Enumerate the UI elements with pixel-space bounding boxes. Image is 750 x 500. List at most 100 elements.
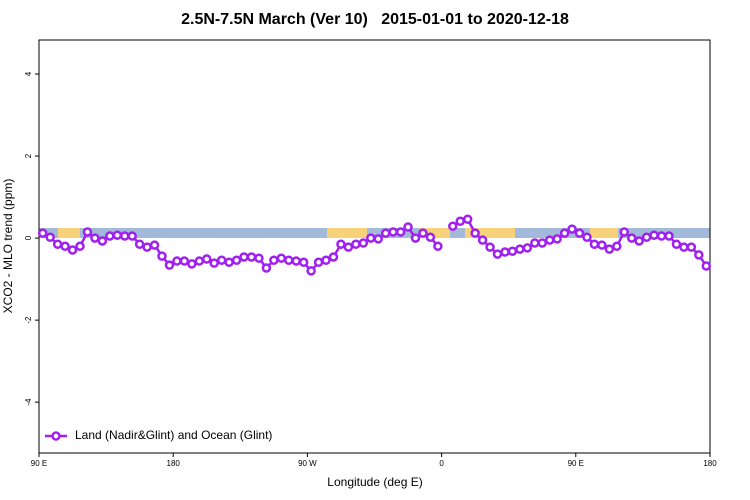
data-point <box>187 259 197 269</box>
data-point <box>119 231 130 241</box>
y-axis-label: XCO2 - MLO trend (ppm) <box>1 179 15 314</box>
data-point <box>686 242 697 252</box>
land-strip <box>327 228 367 238</box>
data-point <box>179 256 190 266</box>
data-point <box>530 238 540 248</box>
data-point <box>276 253 287 263</box>
data-point <box>604 244 615 254</box>
data-point <box>269 255 279 265</box>
data-point <box>306 266 316 276</box>
y-tick-label: 4 <box>24 71 33 76</box>
data-point <box>582 232 592 243</box>
data-point <box>567 224 577 234</box>
data-point <box>224 257 234 268</box>
data-point <box>641 232 652 243</box>
y-tick-label: 0 <box>24 235 33 240</box>
data-point <box>343 242 354 252</box>
x-tick-label: 90 W <box>298 459 317 468</box>
data-point <box>366 233 376 243</box>
data-point <box>433 241 443 252</box>
data-point <box>507 246 518 256</box>
data-point <box>455 216 465 227</box>
data-point <box>537 238 547 248</box>
data-point <box>649 230 659 240</box>
data-point <box>634 236 644 246</box>
data-point <box>134 239 145 249</box>
data-point <box>373 234 383 244</box>
chart-title: 2.5N-7.5N March (Ver 10) 2015-01-01 to 2… <box>181 11 569 28</box>
data-point <box>328 252 339 262</box>
data-point <box>694 250 704 260</box>
data-point <box>157 251 167 261</box>
x-tick-label: 90 E <box>568 459 584 468</box>
data-point <box>612 241 622 252</box>
data-point <box>82 227 93 237</box>
data-point <box>52 239 63 249</box>
data-point <box>425 232 436 243</box>
data-point <box>351 239 361 249</box>
data-point <box>313 257 324 268</box>
legend-label: Land (Nadir&Glint) and Ocean (Glint) <box>75 428 272 442</box>
data-point <box>284 255 294 265</box>
data-point <box>216 255 227 265</box>
data-point <box>470 228 480 238</box>
data-point <box>321 255 331 265</box>
land-strip <box>420 228 450 238</box>
data-point <box>403 222 413 232</box>
data-point <box>679 242 689 252</box>
data-point <box>254 253 264 263</box>
data-point <box>298 257 309 268</box>
data-point <box>97 236 108 246</box>
data-point <box>492 249 503 259</box>
x-tick-label: 180 <box>167 459 181 468</box>
data-point <box>418 228 428 238</box>
x-axis-label: Longitude (deg E) <box>327 475 422 489</box>
data-point <box>142 242 152 252</box>
data-point <box>448 221 458 231</box>
data-point <box>90 233 100 243</box>
legend: Land (Nadir&Glint) and Ocean (Glint) <box>45 428 272 442</box>
data-point <box>149 240 160 250</box>
land-strip <box>590 228 618 238</box>
data-point <box>559 228 570 238</box>
data-point <box>656 231 667 241</box>
data-point <box>336 239 346 249</box>
data-point <box>701 261 712 271</box>
legend-marker <box>51 431 61 441</box>
data-point <box>589 239 600 249</box>
data-point <box>246 252 257 262</box>
data-point <box>574 228 585 238</box>
data-point <box>291 256 301 266</box>
data-point <box>261 263 272 273</box>
data-point <box>477 235 488 245</box>
data-point <box>626 233 637 243</box>
data-point <box>485 242 495 252</box>
data-point <box>552 234 562 244</box>
data-point <box>112 230 123 240</box>
y-tick-label: -2 <box>24 316 33 324</box>
data-point <box>231 255 242 265</box>
x-tick-label: 180 <box>703 459 717 468</box>
data-point <box>127 231 137 241</box>
data-point <box>37 228 48 238</box>
data-point <box>388 227 398 237</box>
data-point <box>597 240 607 250</box>
x-tick-label: 0 <box>439 459 444 468</box>
data-point <box>75 241 85 252</box>
y-tick-label: -4 <box>24 398 33 406</box>
data-point <box>194 256 205 266</box>
x-tick-label: 90 E <box>31 459 47 468</box>
land-strip <box>465 228 515 238</box>
data-point <box>67 245 78 255</box>
data-point <box>380 228 391 238</box>
data-point <box>664 231 674 241</box>
data-point <box>462 214 473 224</box>
data-point <box>202 254 212 264</box>
data-point <box>544 235 555 245</box>
data-point <box>395 227 406 237</box>
data-point <box>239 252 249 262</box>
data-point <box>500 247 510 257</box>
data-point <box>619 227 630 237</box>
data-point <box>105 231 115 241</box>
